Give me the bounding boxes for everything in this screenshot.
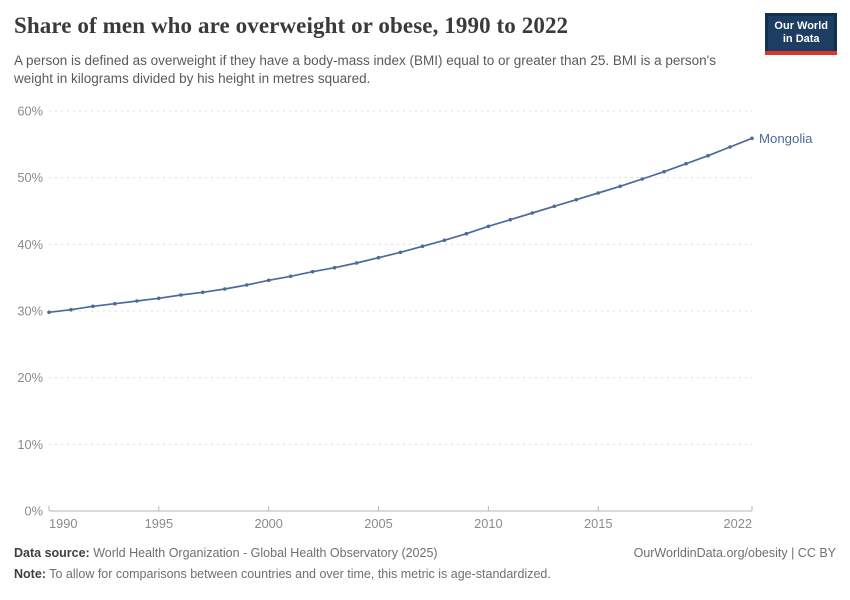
data-source-line: Data source: World Health Organization -…	[14, 545, 438, 561]
data-point[interactable]	[223, 287, 227, 291]
owid-logo-line1: Our World	[774, 20, 828, 32]
data-point[interactable]	[530, 211, 535, 215]
data-point[interactable]	[288, 274, 293, 279]
x-tick-label: 2010	[474, 516, 502, 531]
footer: Data source: World Health Organization -…	[14, 545, 836, 582]
series-mongolia[interactable]: Mongolia	[47, 131, 813, 315]
data-point[interactable]	[310, 269, 315, 274]
data-point[interactable]	[662, 169, 666, 174]
note-label: Note:	[14, 567, 46, 581]
x-tick-label: 1995	[145, 516, 173, 531]
owid-logo-red-bar	[765, 51, 837, 55]
data-point[interactable]	[420, 244, 425, 249]
y-tick-label: 10%	[17, 437, 43, 452]
data-point[interactable]	[266, 278, 271, 283]
data-point[interactable]	[596, 191, 600, 195]
x-tick-label: 2000	[254, 516, 282, 531]
y-tick-label: 40%	[17, 237, 43, 252]
data-point[interactable]	[442, 238, 447, 243]
data-point[interactable]	[750, 136, 754, 141]
data-point[interactable]	[684, 161, 688, 166]
y-tick-label: 0%	[25, 504, 44, 519]
chart-subtitle: A person is defined as overweight if the…	[14, 53, 716, 86]
line-chart-svg[interactable]: 0% 10% 20% 30% 40% 50% 60% 1990 1995 2000 2005 2010…	[0, 95, 850, 540]
note-line: Note: To allow for comparisons between c…	[14, 567, 551, 581]
data-point[interactable]	[135, 299, 139, 303]
data-point[interactable]	[376, 255, 381, 260]
data-point[interactable]	[728, 145, 732, 149]
y-tick-label: 30%	[17, 304, 43, 319]
data-point[interactable]	[508, 217, 513, 222]
data-point[interactable]	[179, 293, 183, 297]
data-point[interactable]	[354, 261, 359, 265]
data-source-value: World Health Organization - Global Healt…	[89, 546, 438, 560]
note-value: To allow for comparisons between countri…	[45, 567, 551, 581]
data-point[interactable]	[574, 197, 579, 202]
y-axis: 0% 10% 20% 30% 40% 50% 60%	[17, 104, 752, 519]
owid-logo-line2: in Data	[782, 33, 820, 45]
data-point[interactable]	[201, 290, 205, 295]
data-point[interactable]	[486, 224, 491, 229]
data-point[interactable]	[640, 177, 644, 181]
data-point[interactable]	[91, 304, 95, 309]
x-axis: 1990 1995 2000 2005 2010 2015 2022	[48, 506, 753, 531]
x-tick-label: 2022	[724, 516, 752, 531]
y-tick-label: 20%	[17, 370, 43, 385]
data-point[interactable]	[47, 310, 51, 315]
chart-title: Share of men who are overweight or obese…	[14, 13, 569, 38]
data-point[interactable]	[706, 153, 710, 158]
y-tick-label: 60%	[17, 104, 43, 119]
data-point[interactable]	[69, 307, 73, 312]
data-point[interactable]	[244, 283, 249, 287]
owid-url-license[interactable]: OurWorldinData.org/obesity | CC BY	[633, 546, 836, 560]
owid-logo-text: Our World in Data	[765, 13, 837, 51]
data-point[interactable]	[552, 204, 557, 209]
x-tick-label: 2015	[584, 516, 612, 531]
series-label-mongolia: Mongolia	[759, 131, 813, 146]
data-point[interactable]	[332, 265, 337, 270]
data-point[interactable]	[157, 296, 161, 301]
data-point[interactable]	[618, 184, 622, 189]
data-point[interactable]	[398, 250, 403, 255]
data-point[interactable]	[113, 301, 117, 306]
x-tick-label: 2005	[364, 516, 392, 531]
owid-logo[interactable]: Our World in Data	[765, 13, 837, 55]
series-line[interactable]	[48, 137, 753, 314]
data-source-label: Data source:	[14, 546, 90, 560]
x-tick-label: 1990	[49, 516, 77, 531]
data-point[interactable]	[464, 231, 469, 236]
y-tick-label: 50%	[17, 170, 43, 185]
